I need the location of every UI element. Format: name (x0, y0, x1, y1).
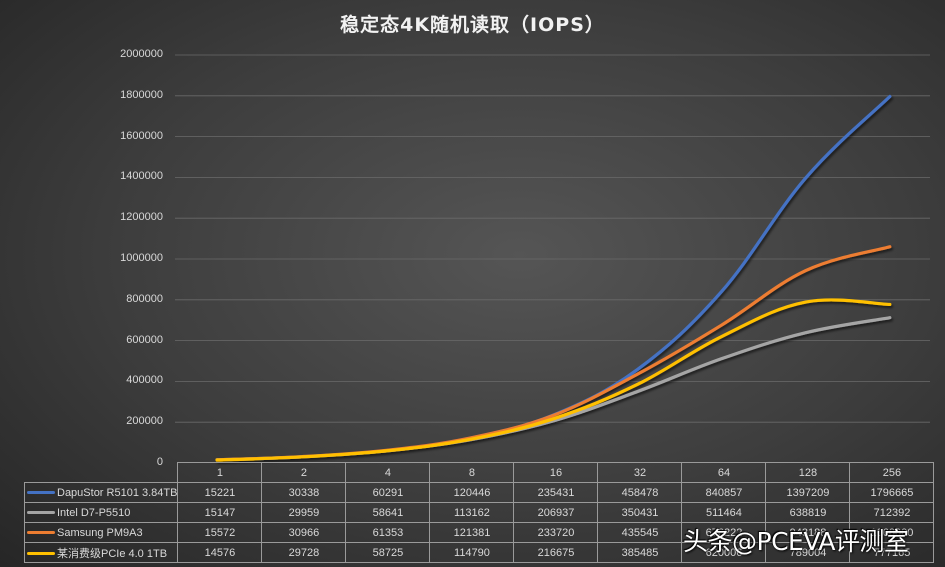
table-cell: 15572 (177, 522, 263, 543)
table-cell: 511464 (681, 502, 767, 523)
data-table: 1 2 4 8 16 32 64 128 256 DapuStor R5101 3.84TB 15… (23, 462, 935, 563)
legend-entry: Samsung PM9A3 (23, 522, 179, 543)
legend-entry: Intel D7-P5510 (23, 502, 179, 523)
table-cell: 121381 (429, 522, 515, 543)
table-cell: 61353 (345, 522, 431, 543)
table-cell: 943188 (765, 522, 851, 543)
table-cell: 206937 (513, 502, 599, 523)
legend-label: Samsung PM9A3 (57, 526, 143, 539)
column-header: 16 (513, 462, 599, 483)
table-cell: 777165 (849, 542, 935, 563)
table-cell: 60291 (345, 482, 431, 503)
table-cell: 458478 (597, 482, 683, 503)
table-cell: 15147 (177, 502, 263, 523)
y-tick-label: 1000000 (120, 252, 163, 264)
y-tick-label: 2000000 (120, 48, 163, 60)
y-tick-label: 1600000 (120, 129, 163, 142)
column-header: 4 (345, 462, 431, 483)
column-header: 8 (429, 462, 515, 483)
table-cell: 435545 (597, 522, 683, 543)
table-cell: 235431 (513, 482, 599, 503)
table-cell: 29959 (261, 502, 347, 523)
legend-swatch-icon (27, 511, 55, 515)
series-line (215, 298, 892, 462)
column-header: 2 (261, 462, 347, 483)
table-cell: 789004 (765, 542, 851, 563)
gridlines (175, 54, 930, 423)
series-line (215, 316, 892, 462)
column-header: 1 (177, 462, 263, 483)
table-cell: 30966 (261, 522, 347, 543)
table-cell: 1796665 (849, 482, 935, 503)
chart-title: 稳定态4K随机读取（IOPS） (340, 14, 605, 36)
table-cell: 712392 (849, 502, 935, 523)
table-row: DapuStor R5101 3.84TB 15221 30338 60291 1204… (23, 482, 935, 503)
table-cell: 113162 (429, 502, 515, 523)
y-tick-label: 1400000 (120, 170, 163, 183)
table-cell: 638819 (765, 502, 851, 523)
column-header: 32 (597, 462, 683, 483)
y-tick-label: 200000 (126, 415, 163, 428)
table-cell: 58725 (345, 542, 431, 563)
table-cell: 120446 (429, 482, 515, 503)
table-cell: 1397209 (765, 482, 851, 503)
y-tick-label: 0 (156, 456, 163, 468)
column-header: 128 (765, 462, 851, 483)
table-cell: 30338 (261, 482, 347, 503)
table-header-row: 1 2 4 8 16 32 64 128 256 (24, 462, 935, 483)
y-tick-label: 600000 (126, 333, 163, 346)
y-tick-label: 400000 (126, 374, 163, 387)
y-tick-label: 1800000 (120, 88, 163, 101)
table-cell: 14576 (177, 542, 263, 563)
table-cell: 350431 (597, 502, 683, 523)
column-header: 64 (681, 462, 767, 483)
series-lines (215, 94, 892, 462)
y-tick-label: 1200000 (120, 211, 163, 224)
legend-entry: 某消费级PCIe 4.0 1TB (23, 542, 179, 563)
table-cell: 385485 (597, 542, 683, 563)
series-line (215, 245, 892, 462)
column-header: 256 (849, 462, 935, 483)
table-cell: 840857 (681, 482, 767, 503)
legend-swatch-icon (27, 552, 55, 556)
legend-label: 某消费级PCIe 4.0 1TB (57, 547, 168, 560)
table-cell: 114790 (429, 542, 515, 563)
table-row: 某消费级PCIe 4.0 1TB 14576 29728 58725 114790 216… (23, 542, 935, 563)
table-row: Samsung PM9A3 15572 30966 61353 121381 233720… (23, 522, 935, 543)
table-cell: 216675 (513, 542, 599, 563)
table-cell: 233720 (513, 522, 599, 543)
watermark: 头条@PCEVA评测室 (683, 527, 909, 556)
legend-label: DapuStor R5101 3.84TB (57, 486, 178, 499)
table-cell: 29728 (261, 542, 347, 563)
y-tick-label: 800000 (126, 292, 163, 305)
table-cell: 58641 (345, 502, 431, 523)
legend-swatch-icon (27, 531, 55, 535)
legend-entry: DapuStor R5101 3.84TB (23, 482, 179, 503)
table-cell: 15221 (177, 482, 263, 503)
legend-label: Intel D7-P5510 (57, 506, 131, 519)
table-row: Intel D7-P5510 15147 29959 58641 113162 20693… (23, 502, 935, 523)
legend-swatch-icon (27, 491, 55, 495)
